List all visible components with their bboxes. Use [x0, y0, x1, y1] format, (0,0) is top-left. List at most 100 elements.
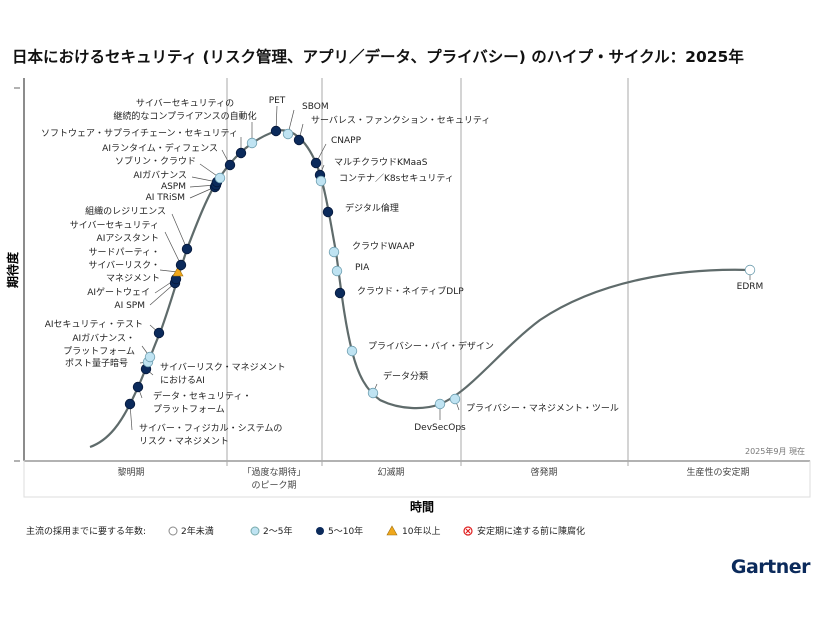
technology-label: AI TRiSM: [146, 193, 185, 203]
technology-marker: [153, 327, 165, 339]
technology-marker: [310, 157, 322, 169]
technology-label: サードパーティ・: [89, 247, 160, 258]
technology-marker: [224, 159, 236, 171]
leader-line: [171, 213, 188, 250]
technology-label: クラウド・ネイティブDLP: [357, 285, 464, 297]
leader-line: [149, 282, 176, 306]
x-axis-label: 時間: [410, 499, 434, 514]
technology-label: PIA: [355, 263, 370, 273]
phase-trough: 幻滅期: [377, 466, 404, 478]
technology-label: AIランタイム・ディフェンス: [102, 142, 218, 154]
technology-label: リスク・マネジメント: [139, 436, 229, 447]
technology-marker: [235, 147, 247, 159]
technology-marker: [246, 137, 258, 149]
technology-marker: [132, 381, 144, 393]
technology-label: ソフトウェア・サプライチェーン・セキュリティ: [41, 128, 238, 139]
legend-dark-blue-circle-icon: [316, 527, 324, 535]
technology-label: におけるAI: [160, 375, 205, 386]
technology-marker: [315, 175, 327, 187]
technology-label: AI SPM: [114, 301, 145, 311]
phase-plateau: 生産性の安定期: [686, 466, 749, 478]
technology-marker: [181, 243, 193, 255]
technology-label: サイバーセキュリティ: [70, 220, 159, 231]
technology-label: データ分類: [383, 370, 428, 382]
technology-label: PET: [269, 96, 286, 106]
technology-label: サーバレス・ファンクション・セキュリティ: [311, 115, 490, 126]
phase-peak-line2: のピーク期: [251, 480, 296, 491]
legend-label-over-10y: 10年以上: [402, 525, 440, 537]
technology-label: クラウドWAAP: [352, 241, 415, 252]
technology-label: コンテナ／K8sセキュリティ: [339, 173, 454, 184]
legend-label-under-2y: 2年未満: [181, 525, 214, 537]
technology-marker: [175, 259, 187, 271]
legend-label-obsolete: 安定期に達する前に陳腐化: [477, 525, 585, 537]
technology-marker: [322, 206, 334, 218]
leader-lines: [129, 105, 751, 431]
technology-label: プラットフォーム: [153, 404, 225, 415]
technology-marker: [744, 264, 756, 276]
technology-label: 組織のレジリエンス: [85, 205, 166, 217]
technology-label: マルチクラウドKMaaS: [334, 157, 428, 168]
technology-label: サイバーセキュリティの: [136, 98, 234, 109]
legend-title: 主流の採用までに要する年数:: [26, 525, 146, 537]
leader-line: [159, 269, 179, 273]
technology-marker: [449, 393, 461, 405]
technology-markers: [124, 125, 756, 410]
technology-label: サイバーリスク・マネジメント: [160, 362, 286, 373]
technology-label: CNAPP: [331, 136, 362, 146]
legend-label-5-10y: 5〜10年: [328, 525, 363, 537]
technology-marker-triangle: [172, 266, 184, 277]
technology-marker: [331, 265, 343, 277]
gartner-logo: Gartner: [731, 556, 811, 578]
legend-orange-triangle-icon: [386, 525, 398, 536]
legend-light-blue-circle-icon: [250, 526, 260, 536]
technology-label: マネジメント: [106, 273, 160, 284]
technology-label: SBOM: [302, 102, 329, 112]
legend-label-2-5y: 2〜5年: [263, 525, 292, 537]
technology-label: 継続的なコンプライアンスの自動化: [113, 110, 256, 122]
hype-curve: [89, 129, 751, 449]
technology-marker: [144, 351, 156, 363]
legend-red-x-circle-icon: [463, 526, 473, 536]
technology-labels: サイバー・フィジカル・システムのリスク・マネジメントデータ・セキュリティ・プラッ…: [41, 96, 763, 447]
technology-marker: [334, 287, 346, 299]
phase-dividers: [226, 78, 629, 466]
technology-label: EDRM: [737, 282, 764, 292]
legend-white-circle-icon: [168, 526, 178, 536]
technology-marker: [346, 345, 358, 357]
technology-marker: [270, 125, 282, 137]
technology-label: サイバー・フィジカル・システムの: [139, 423, 282, 434]
technology-label: AIセキュリティ・テスト: [45, 319, 143, 330]
technology-label: サイバーリスク・: [88, 260, 160, 271]
phase-innovation-trigger: 黎明期: [117, 466, 144, 478]
technology-label: プライバシー・バイ・デザイン: [368, 340, 494, 352]
as-of-date: 2025年9月 現在: [745, 446, 805, 456]
technology-label: ポスト量子暗号: [65, 357, 128, 369]
technology-label: AIゲートウェイ: [87, 286, 150, 298]
technology-marker: [124, 398, 136, 410]
technology-marker: [367, 387, 379, 399]
phase-peak-line1: 「過度な期待」: [242, 466, 305, 478]
legend: 主流の採用までに要する年数: 2年未満 2〜5年 5〜10年 10年以上 安定期…: [26, 525, 585, 537]
technology-label: デジタル倫理: [345, 202, 399, 214]
technology-label: AIガバナンス: [133, 170, 187, 181]
technology-label: DevSecOps: [414, 423, 466, 433]
technology-marker: [293, 134, 305, 146]
technology-marker: [214, 172, 226, 184]
technology-label: AIガバナンス・: [72, 333, 135, 344]
technology-label: プライバシー・マネジメント・ツール: [466, 403, 619, 414]
technology-label: データ・セキュリティ・: [153, 390, 251, 402]
technology-label: ソブリン・クラウド: [115, 155, 196, 167]
y-axis-label: 期待度: [5, 251, 20, 288]
phase-band: [23, 460, 811, 498]
leader-line: [164, 231, 182, 266]
technology-marker: [328, 246, 340, 258]
phase-slope: 啓発期: [530, 466, 557, 478]
technology-marker: [434, 398, 446, 410]
technology-label: プラットフォーム: [63, 346, 135, 357]
technology-marker: [282, 128, 294, 140]
figure-title: 日本におけるセキュリティ (リスク管理、アプリ／データ、プライバシー) のハイプ…: [12, 47, 744, 66]
technology-label: AIアシスタント: [97, 233, 159, 244]
